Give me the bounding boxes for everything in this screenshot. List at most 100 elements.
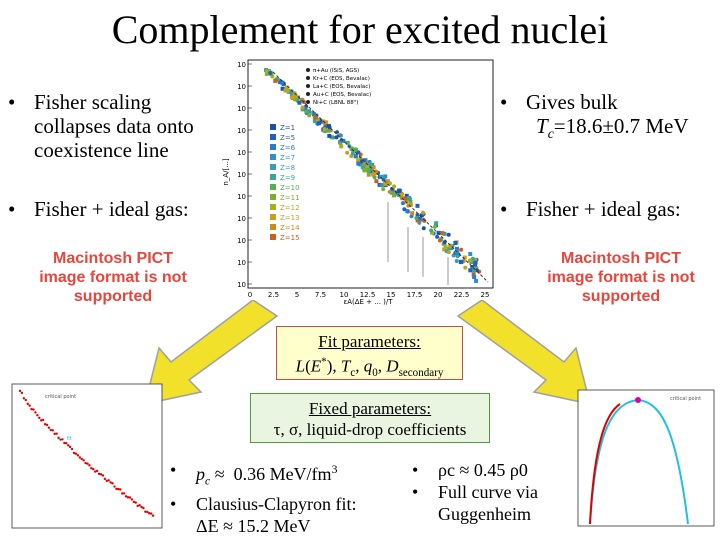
x-ticks: 0 2.5 5 7.5 10 12.5 15 17.5 20 22.5 25	[248, 291, 490, 299]
legend-marker	[306, 84, 310, 88]
data-point	[67, 444, 70, 447]
y-axis-label: n_A/[...]	[222, 158, 230, 185]
scatter-point	[368, 161, 373, 166]
scatter-point	[454, 259, 459, 264]
pc-bullet: • pc ≈ 0.36 MeV/fm3	[170, 460, 338, 488]
pressure-plot: — fit critical point	[11, 383, 163, 529]
z-marker	[270, 184, 276, 190]
scatter-point	[268, 70, 273, 75]
x-tick-label: 2.5	[268, 291, 279, 299]
scatter-point	[392, 193, 397, 198]
scatter-point	[459, 247, 464, 252]
y-tick-label: 10	[237, 61, 246, 69]
scatter-point	[474, 278, 479, 283]
scatter-point	[410, 211, 415, 216]
z-label: Z=5	[280, 134, 295, 142]
z-label: Z=6	[280, 144, 296, 152]
data-point	[103, 477, 107, 481]
data-point	[130, 498, 134, 501]
fit-parameters-list: L(E*), Tc, q0, Dsecondary	[295, 356, 444, 380]
bullet-text: Fisher scaling collapses data onto coexi…	[34, 90, 194, 162]
scatter-point	[437, 238, 442, 243]
data-point	[45, 423, 49, 427]
data-point	[132, 500, 135, 504]
svg-text:critical point: critical point	[45, 394, 76, 400]
scatter-point	[395, 191, 400, 196]
scatter-point	[266, 69, 271, 74]
scatter-point	[408, 199, 413, 204]
data-point	[94, 470, 97, 473]
data-point	[80, 457, 83, 461]
scatter-point	[356, 150, 361, 155]
x-tick-label: 0	[248, 291, 252, 299]
bottom-right-bullets: • ρc ≈ 0.45 ρ0 • Full curve via Guggenhe…	[412, 459, 562, 525]
svg-text:critical point: critical point	[670, 396, 701, 402]
data-point	[30, 407, 33, 411]
left-bullet-fisher-scaling: • Fisher scaling collapses data onto coe…	[8, 90, 223, 162]
scatter-point	[349, 146, 354, 151]
data-point	[86, 462, 89, 465]
z-marker	[270, 224, 276, 230]
rho-c-bullet: • ρc ≈ 0.45 ρ0	[412, 460, 528, 480]
bullet-dot: •	[8, 90, 16, 114]
scatter-point	[397, 189, 402, 194]
scatter-point	[312, 119, 317, 124]
data-point	[101, 474, 105, 477]
coexistence-curve-plot: critical point	[577, 389, 715, 527]
bullet-dot: •	[8, 197, 16, 221]
x-tick-label: 12.5	[360, 291, 376, 299]
data-point	[115, 487, 118, 491]
scatter-point	[388, 181, 393, 186]
z-marker	[270, 194, 276, 200]
z-marker	[270, 204, 276, 210]
scatter-point	[374, 179, 379, 184]
data-point	[22, 397, 26, 400]
data-point	[36, 414, 39, 417]
scatter-point	[322, 127, 327, 132]
data-point	[92, 468, 95, 471]
data-point	[109, 481, 112, 484]
svg-text:— fit: — fit	[60, 436, 72, 442]
z-label: Z=10	[280, 184, 300, 192]
data-point	[126, 496, 130, 499]
z-label: Z=12	[280, 204, 300, 212]
pict-placeholder-right: Macintosh PICT image format is not suppo…	[547, 250, 695, 305]
data-point	[95, 469, 99, 473]
data-point	[149, 512, 153, 515]
x-tick-label: 25	[481, 291, 490, 299]
scatter-point	[387, 189, 392, 194]
scatter-point	[379, 183, 384, 188]
scatter-point	[362, 168, 367, 173]
scatter-point	[383, 174, 388, 179]
scatter-point	[307, 109, 312, 114]
scatter-point	[468, 268, 473, 273]
scatter-point	[331, 135, 336, 140]
data-point	[136, 504, 139, 508]
y-tick-label: 10	[237, 215, 246, 223]
scatter-point	[459, 259, 464, 264]
full-curve-bullet: • Full curve via	[412, 482, 538, 502]
z-label: Z=13	[280, 214, 300, 222]
scatter-point	[470, 265, 475, 270]
z-marker	[270, 144, 276, 150]
scatter-point	[358, 162, 363, 167]
legend-marker	[306, 92, 310, 96]
z-marker	[270, 134, 276, 140]
data-point	[124, 495, 128, 498]
data-point	[78, 456, 81, 459]
guggenheim-text: Guggenheim	[438, 504, 531, 524]
scatter-point	[455, 254, 460, 259]
z-marker	[270, 124, 276, 130]
scatter-point	[350, 151, 355, 156]
scatter-point	[289, 95, 294, 100]
scatter-point	[407, 195, 412, 200]
scatter-point	[392, 184, 397, 189]
scatter-point	[341, 138, 346, 143]
bullet-dot: •	[500, 197, 508, 221]
data-point	[63, 441, 66, 445]
scatter-point	[471, 272, 476, 277]
data-point	[40, 419, 43, 422]
data-point	[144, 510, 147, 513]
bullet-text: Fisher + ideal gas:	[526, 197, 681, 221]
scatter-point	[472, 275, 477, 280]
